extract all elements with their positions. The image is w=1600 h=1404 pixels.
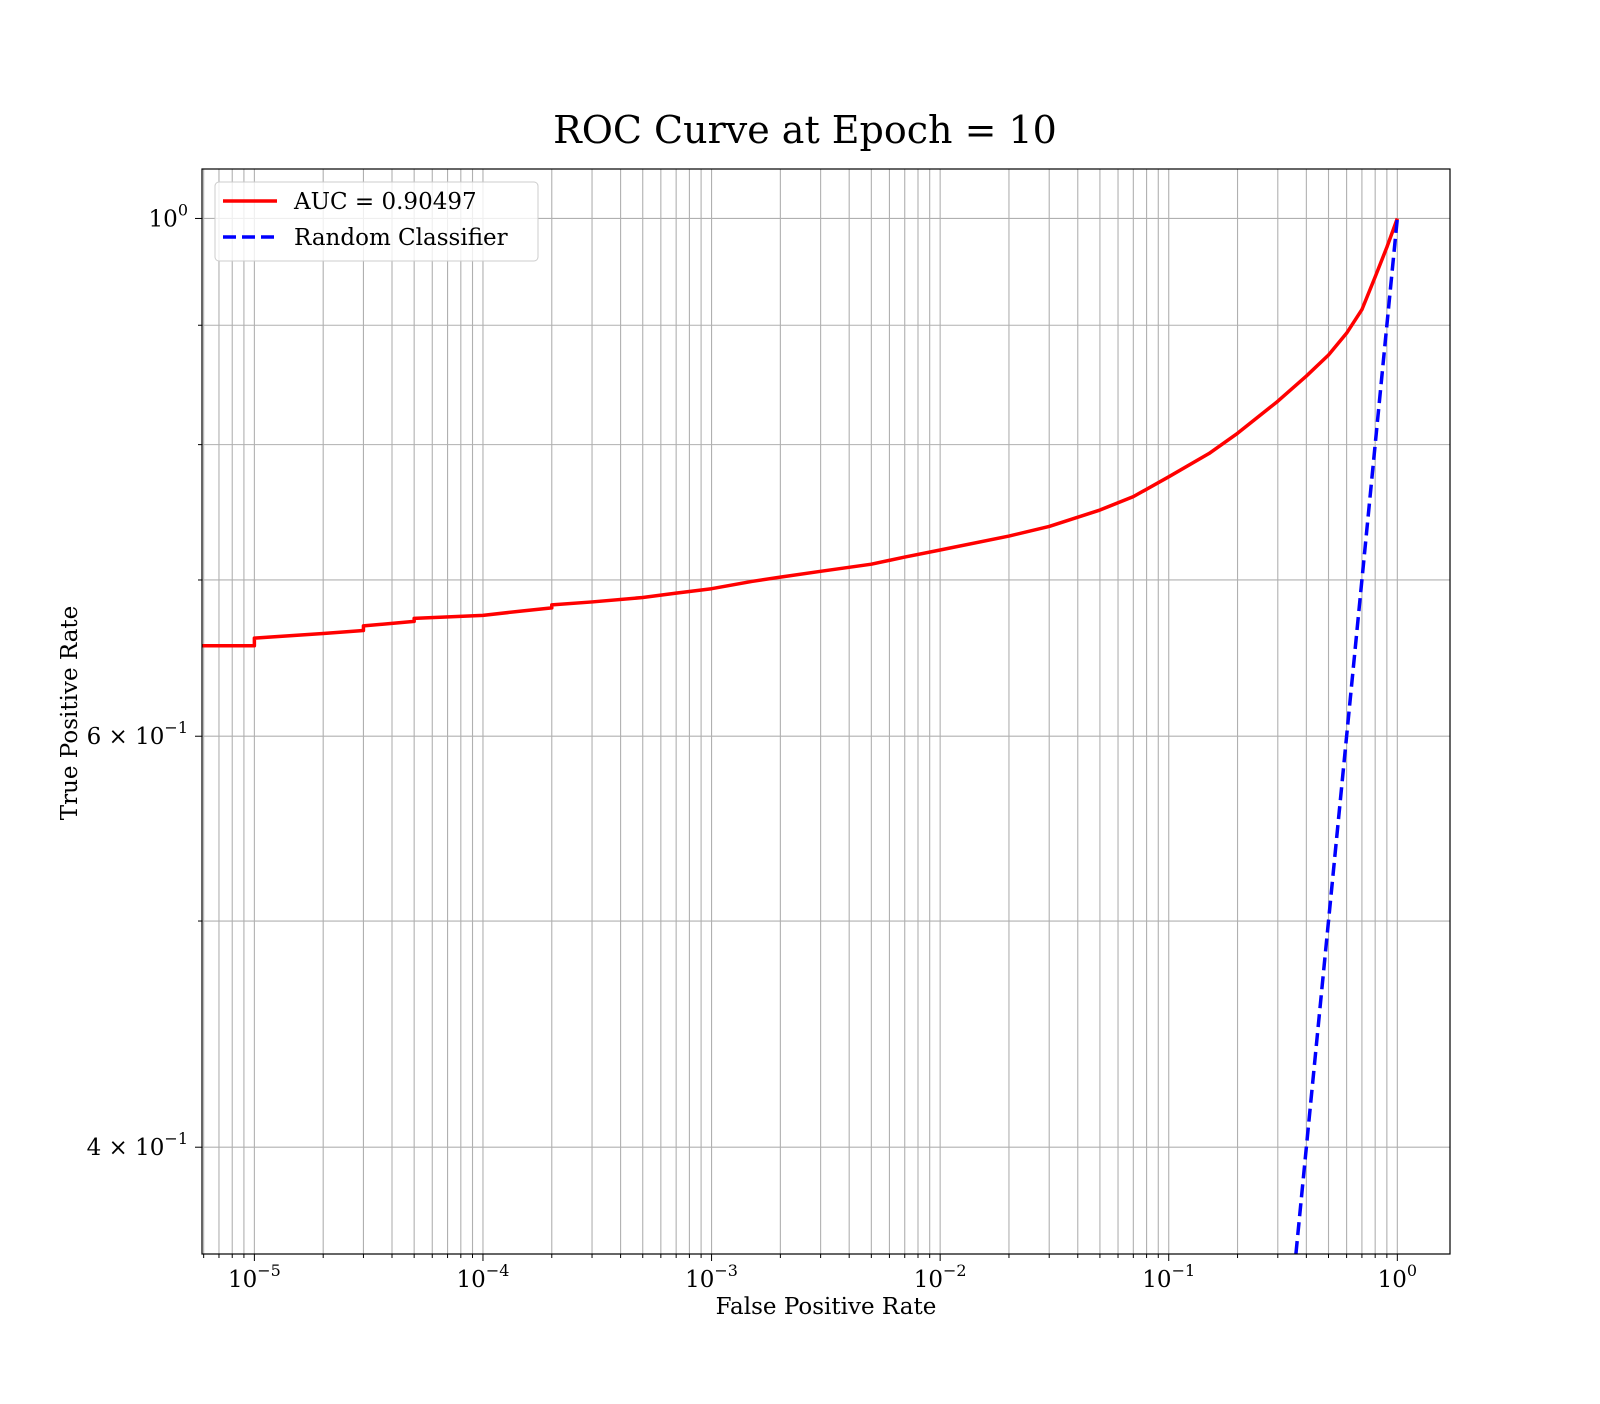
random-classifier-line (1294, 218, 1400, 1254)
x-tick-labels: 10−5 10−4 10−3 10−2 10−1 100 (228, 1261, 1417, 1293)
legend-entry-random: Random Classifier (294, 225, 508, 251)
y-tick-label: 6 × 10−1 (87, 718, 188, 750)
x-tick-label: 100 (1378, 1261, 1417, 1293)
x-tick-label: 10−4 (457, 1261, 510, 1293)
grid-lines (202, 169, 1450, 1254)
series-layer (202, 217, 1400, 1254)
y-tick-labels: 100 6 × 10−1 4 × 10−1 (87, 200, 188, 1161)
legend: AUC = 0.90497 Random Classifier (214, 181, 539, 262)
x-axis-label: False Positive Rate (716, 1294, 937, 1320)
legend-box (214, 181, 539, 262)
x-tick-label: 10−3 (685, 1261, 738, 1293)
x-tick-label: 10−2 (914, 1261, 967, 1293)
x-tick-label: 10−1 (1142, 1261, 1195, 1293)
tick-marks (195, 217, 1398, 1261)
x-tick-label: 10−5 (228, 1261, 281, 1293)
y-axis-label: True Positive Rate (57, 606, 83, 821)
chart-title: ROC Curve at Epoch = 10 (553, 108, 1057, 152)
plot-frame (201, 168, 1451, 1255)
y-tick-label: 4 × 10−1 (87, 1129, 188, 1161)
roc-curve-line (202, 217, 1399, 648)
y-tick-label: 100 (149, 200, 188, 232)
legend-entry-auc: AUC = 0.90497 (293, 189, 477, 215)
